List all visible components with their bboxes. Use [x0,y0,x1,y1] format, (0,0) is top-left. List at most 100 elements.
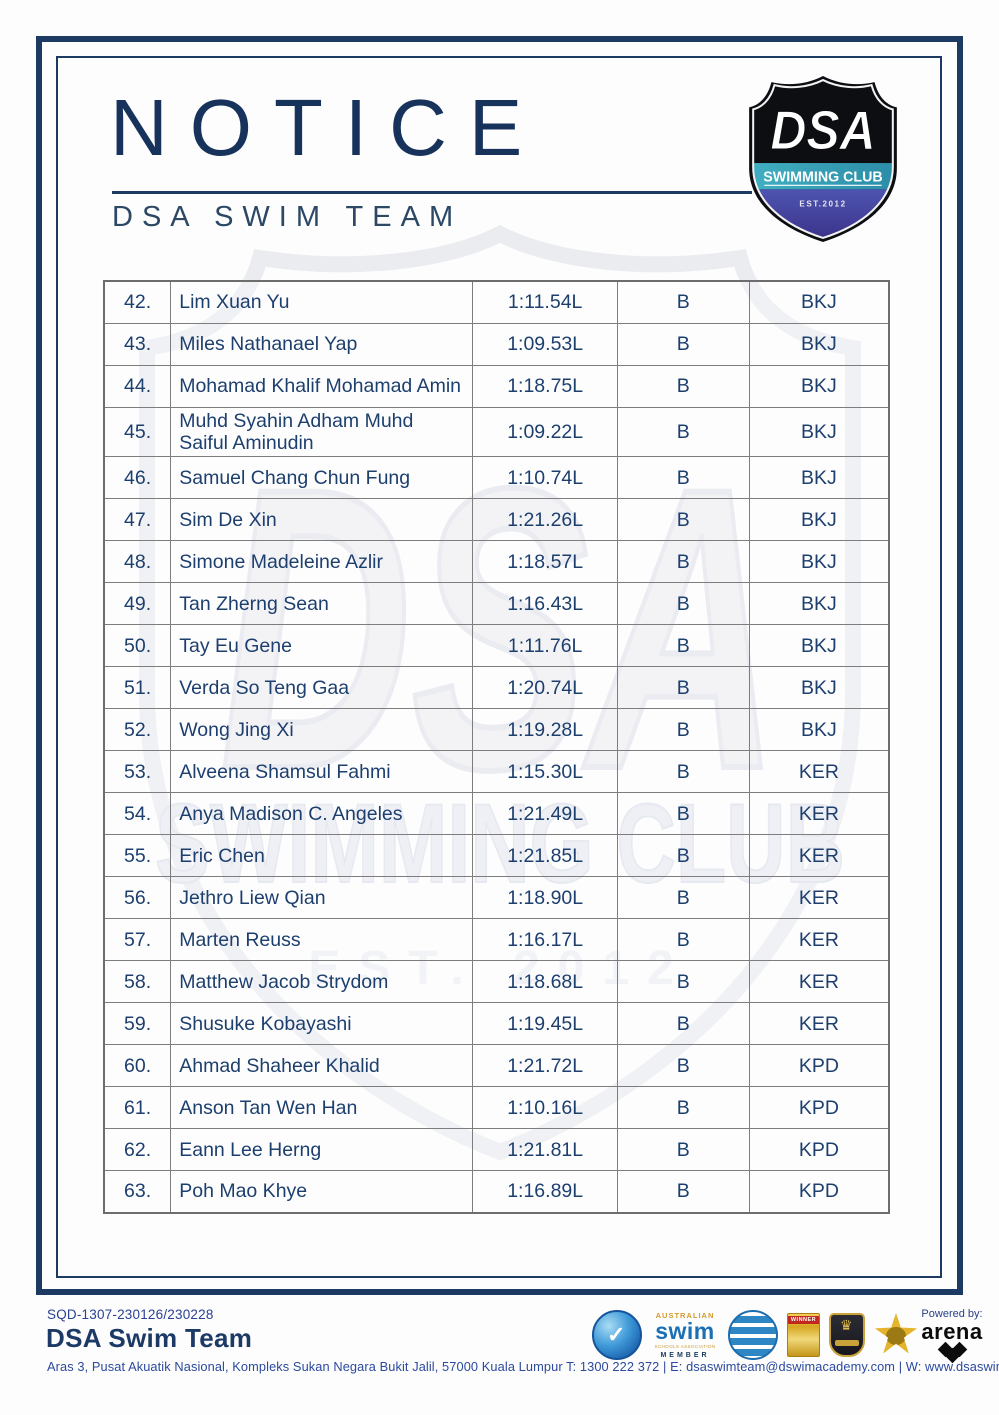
table-row: 57. Marten Reuss 1:16.17L B KER [103,918,890,962]
time-cell: 1:21.85L [472,834,618,878]
grade-cell: B [616,582,750,626]
club-cell: BKJ [748,624,890,668]
time-cell: 1:11.54L [472,280,618,324]
swimmer-name-cell: Tan Zherng Sean [170,582,474,626]
footer-badges: AUSTRALIAN swim SCHOOLS ASSOCIATION MEMB… [592,1308,918,1362]
swimmer-name-cell: Wong Jing Xi [170,708,474,752]
swimmer-name-cell: Marten Reuss [170,918,474,962]
swimmer-name-cell: Anson Tan Wen Han [170,1086,474,1130]
row-number-cell: 47. [103,498,172,542]
grade-cell: B [616,456,750,500]
time-cell: 1:18.90L [472,876,618,920]
swimmer-name-cell: Matthew Jacob Strydom [170,960,474,1004]
club-cell: BKJ [748,582,890,626]
table-row: 56. Jethro Liew Qian 1:18.90L B KER [103,876,890,920]
swimmer-name-cell: Muhd Syahin Adham Muhd Saiful Aminudin [170,406,474,458]
arena-diamonds-icon [912,1341,992,1364]
grade-cell: B [616,834,750,878]
table-row: 61. Anson Tan Wen Han 1:10.16L B KPD [103,1086,890,1130]
row-number-cell: 42. [103,280,172,324]
time-cell: 1:21.81L [472,1128,618,1172]
grade-cell: B [616,876,750,920]
club-cell: KER [748,918,890,962]
time-cell: 1:21.26L [472,498,618,542]
table-row: 50. Tay Eu Gene 1:11.76L B BKJ [103,624,890,668]
club-cell: KPD [748,1086,890,1130]
document-code: SQD-1307-230126/230228 [47,1307,214,1322]
row-number-cell: 62. [103,1128,172,1172]
time-cell: 1:16.89L [472,1170,618,1214]
table-row: 58. Matthew Jacob Strydom 1:18.68L B KER [103,960,890,1004]
table-row: 51. Verda So Teng Gaa 1:20.74L B BKJ [103,666,890,710]
row-number-cell: 60. [103,1044,172,1088]
title-underline [112,191,752,194]
row-number-cell: 55. [103,834,172,878]
table-row: 60. Ahmad Shaheer Khalid 1:21.72L B KPD [103,1044,890,1088]
assoc-line1: AUSTRALIAN [655,1310,715,1320]
club-cell: BKJ [748,666,890,710]
table-row: 42. Lim Xuan Yu 1:11.54L B BKJ [103,280,890,324]
grade-cell: B [616,364,750,408]
row-number-cell: 54. [103,792,172,836]
club-cell: BKJ [748,498,890,542]
row-number-cell: 51. [103,666,172,710]
grade-cell: B [616,540,750,584]
powered-by-label: Powered by: [921,1308,983,1320]
swimmer-name-cell: Sim De Xin [170,498,474,542]
grade-cell: B [616,322,750,366]
assoc-line4: MEMBER [660,1351,710,1359]
row-number-cell: 45. [103,406,172,458]
time-cell: 1:18.75L [472,364,618,408]
swimmer-name-cell: Ahmad Shaheer Khalid [170,1044,474,1088]
row-number-cell: 43. [103,322,172,366]
table-row: 46. Samuel Chang Chun Fung 1:10.74L B BK… [103,456,890,500]
club-cell: KER [748,792,890,836]
row-number-cell: 44. [103,364,172,408]
grade-cell: B [616,406,750,458]
club-cell: BKJ [748,456,890,500]
table-row: 49. Tan Zherng Sean 1:16.43L B BKJ [103,582,890,626]
table-row: 53. Alveena Shamsul Fahmi 1:15.30L B KER [103,750,890,794]
grade-cell: B [616,1002,750,1046]
grade-cell: B [616,960,750,1004]
grade-cell: B [616,918,750,962]
time-cell: 1:21.72L [472,1044,618,1088]
table-row: 62. Eann Lee Herng 1:21.81L B KPD [103,1128,890,1172]
swimmer-name-cell: Jethro Liew Qian [170,876,474,920]
club-cell: BKJ [748,322,890,366]
quality-tick-badge-icon [592,1310,642,1360]
time-cell: 1:20.74L [472,666,618,710]
club-cell: KER [748,960,890,1004]
grade-cell: B [616,1170,750,1214]
winner-label: WINNER [788,1316,819,1324]
grade-cell: B [616,750,750,794]
time-cell: 1:16.43L [472,582,618,626]
club-cell: KPD [748,1044,890,1088]
swimmer-name-cell: Alveena Shamsul Fahmi [170,750,474,794]
grade-cell: B [616,624,750,668]
time-cell: 1:18.68L [472,960,618,1004]
club-cell: KER [748,876,890,920]
table-row: 54. Anya Madison C. Angeles 1:21.49L B K… [103,792,890,836]
swimmer-name-cell: Lim Xuan Yu [170,280,474,324]
club-cell: KPD [748,1128,890,1172]
club-cell: KER [748,834,890,878]
table-row: 63. Poh Mao Khye 1:16.89L B KPD [103,1170,890,1214]
table-row: 55. Eric Chen 1:21.85L B KER [103,834,890,878]
grade-cell: B [616,792,750,836]
grade-cell: B [616,280,750,324]
table-row: 59. Shusuke Kobayashi 1:19.45L B KER [103,1002,890,1046]
assoc-line3: SCHOOLS ASSOCIATION [654,1344,716,1349]
swimmer-name-cell: Tay Eu Gene [170,624,474,668]
winner-award-badge-icon: WINNER [787,1313,820,1357]
row-number-cell: 57. [103,918,172,962]
time-cell: 1:19.28L [472,708,618,752]
table-row: 52. Wong Jing Xi 1:19.28L B BKJ [103,708,890,752]
page-title: NOTICE [110,83,545,172]
black-gold-award-badge-icon [829,1313,865,1357]
time-cell: 1:21.49L [472,792,618,836]
row-number-cell: 53. [103,750,172,794]
club-cell: BKJ [748,540,890,584]
time-cell: 1:18.57L [472,540,618,584]
row-number-cell: 50. [103,624,172,668]
